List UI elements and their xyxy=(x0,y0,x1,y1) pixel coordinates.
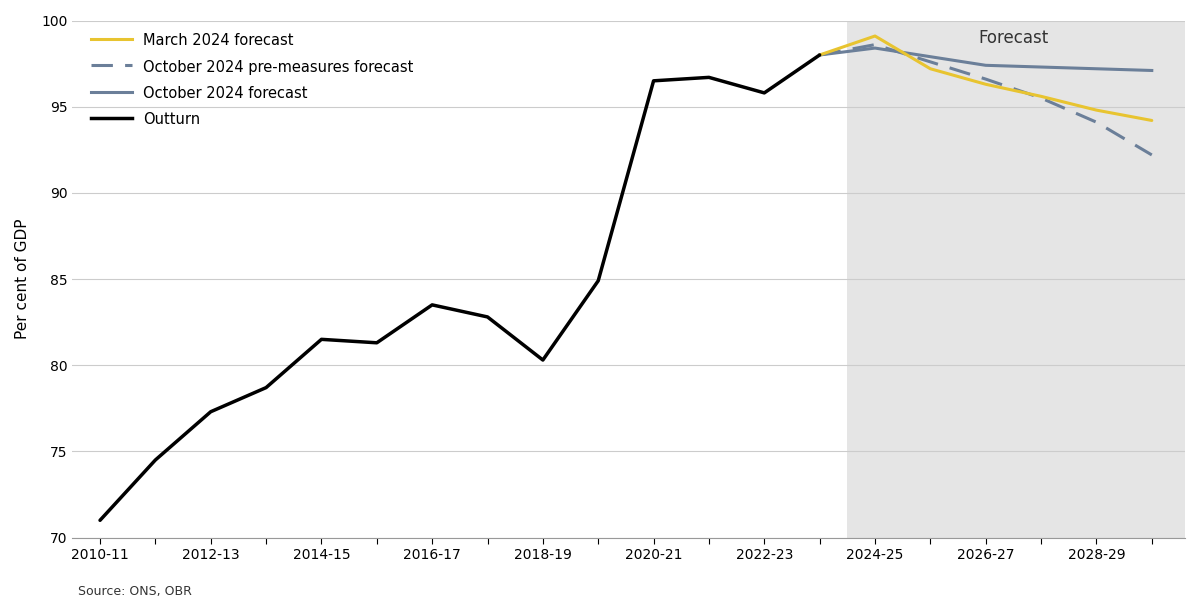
Legend: March 2024 forecast, October 2024 pre-measures forecast, October 2024 forecast, : March 2024 forecast, October 2024 pre-me… xyxy=(91,33,414,127)
Y-axis label: Per cent of GDP: Per cent of GDP xyxy=(14,219,30,340)
Bar xyxy=(847,20,1186,537)
Text: Source: ONS, OBR: Source: ONS, OBR xyxy=(78,585,192,598)
Text: Forecast: Forecast xyxy=(978,29,1049,47)
